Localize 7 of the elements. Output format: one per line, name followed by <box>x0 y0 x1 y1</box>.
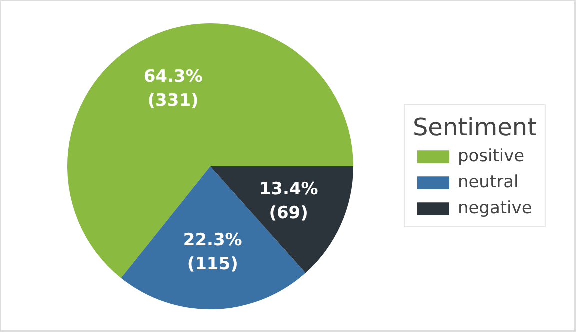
legend-title: Sentiment <box>412 114 537 142</box>
data-label: 13.4% (69) <box>259 180 318 224</box>
legend-label: neutral <box>458 172 519 192</box>
legend-label: negative <box>458 198 532 218</box>
legend-label: positive <box>458 146 525 166</box>
data-label: 64.3% (331) <box>144 67 203 112</box>
data-label: 22.3% (115) <box>183 230 242 274</box>
